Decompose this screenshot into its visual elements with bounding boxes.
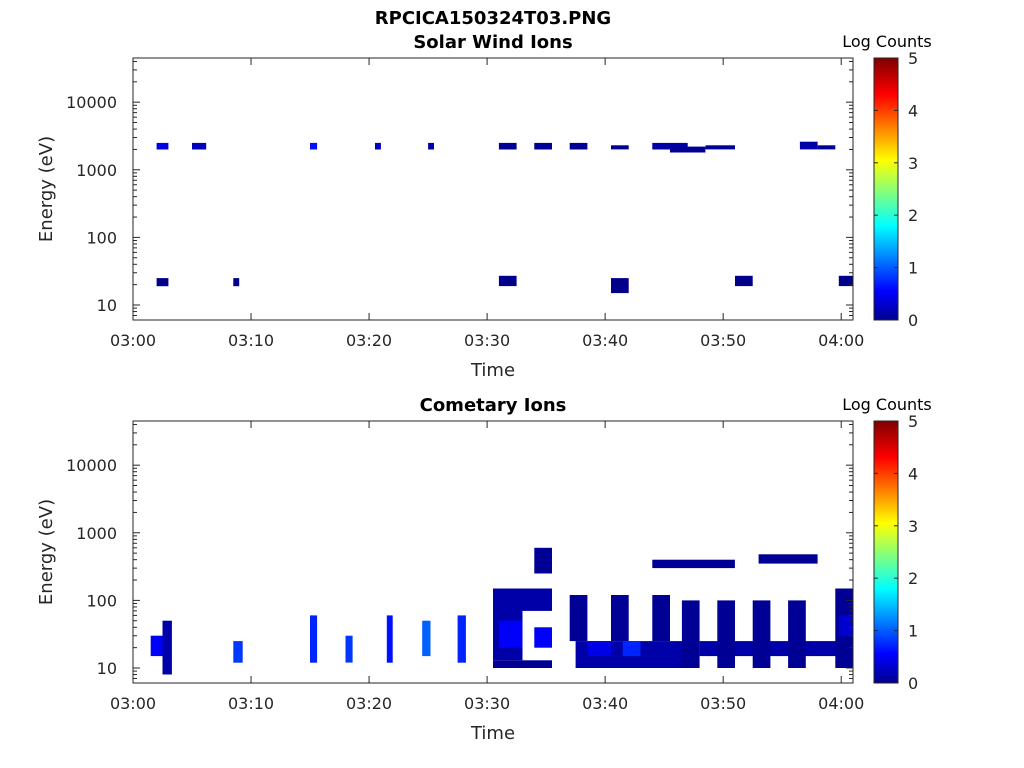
- heatmap-cell: [587, 641, 611, 657]
- solar-wind-panel: 03:00 03:10 03:20 03:30 03:40 03:50 04:00 Time 1…: [36, 32, 932, 381]
- heatmap-cells: [156, 141, 853, 294]
- heatmap-cell: [162, 620, 172, 675]
- x-axis-label: Time: [470, 723, 515, 744]
- colorbar-tick-label: 2: [908, 569, 918, 588]
- x-tick-label: 03:40: [582, 694, 628, 713]
- colorbar-tick-label: 5: [908, 49, 918, 68]
- heatmap-cell: [233, 641, 243, 663]
- y-tick-label: 1000: [76, 524, 117, 543]
- heatmap-cells: [150, 547, 853, 675]
- y-axis-label: Energy (eV): [36, 499, 57, 605]
- heatmap-cell: [611, 145, 629, 150]
- y-axis-label: Energy (eV): [36, 136, 57, 242]
- heatmap-cell: [681, 600, 700, 668]
- x-tick-label: 03:30: [464, 331, 510, 350]
- y-tick-label: 10000: [66, 456, 117, 475]
- heatmap-cell: [611, 595, 629, 642]
- heatmap-cell: [838, 275, 853, 287]
- x-tick-label: 03:00: [110, 331, 156, 350]
- y-tick-label: 10000: [66, 93, 117, 112]
- heatmap-cell: [422, 620, 431, 657]
- heatmap-cell: [428, 142, 434, 150]
- x-tick-label: 03:50: [700, 331, 746, 350]
- heatmap-cell: [386, 615, 393, 663]
- heatmap-cell: [493, 588, 552, 611]
- heatmap-cell: [534, 547, 552, 574]
- x-tick-label: 04:00: [818, 331, 864, 350]
- heatmap-cell: [457, 615, 466, 663]
- heatmap-cell: [699, 641, 853, 657]
- heatmap-cell: [534, 142, 552, 150]
- colorbar-tick-label: 2: [908, 206, 918, 225]
- plot-frame: [132, 420, 854, 684]
- heatmap-cell: [192, 142, 207, 150]
- top-panel-title: Solar Wind Ions: [413, 32, 573, 53]
- colorbar: [873, 57, 899, 321]
- heatmap-cell: [310, 615, 318, 663]
- colorbar: [873, 420, 899, 684]
- heatmap-cell: [498, 620, 523, 648]
- heatmap-cell: [611, 278, 629, 294]
- x-tick-label: 03:30: [464, 694, 510, 713]
- colorbar-tick-label: 5: [908, 412, 918, 431]
- heatmap-cell: [717, 600, 735, 668]
- heatmap-cell: [498, 142, 517, 150]
- x-tick-label: 03:20: [346, 694, 392, 713]
- heatmap-cell: [233, 278, 240, 287]
- heatmap-cell: [705, 145, 735, 150]
- heatmap-cell: [493, 660, 552, 668]
- heatmap-cell: [838, 615, 853, 636]
- colorbar-tick-label: 4: [908, 101, 918, 120]
- colorbar-tick-label: 0: [908, 674, 918, 693]
- bottom-panel-title: Cometary Ions: [419, 395, 567, 416]
- heatmap-cell: [670, 146, 706, 153]
- heatmap-cell: [156, 142, 169, 150]
- colorbar-tick-label: 3: [908, 517, 918, 536]
- colorbar-tick-label: 3: [908, 154, 918, 173]
- heatmap-cell: [375, 142, 381, 150]
- y-tick-label: 10: [97, 659, 117, 678]
- heatmap-cell: [345, 635, 353, 663]
- heatmap-cell: [310, 142, 318, 150]
- heatmap-cell: [799, 141, 818, 150]
- colorbar-tick-label: 4: [908, 464, 918, 483]
- heatmap-cell: [498, 275, 517, 287]
- x-tick-label: 03:40: [582, 331, 628, 350]
- heatmap-cell: [817, 145, 836, 150]
- heatmap-cell: [758, 554, 818, 564]
- y-tick-label: 1000: [76, 161, 117, 180]
- heatmap-cell: [150, 635, 163, 657]
- heatmap-cell: [652, 142, 688, 150]
- colorbar-tick-label: 1: [908, 259, 918, 278]
- heatmap-cell: [652, 595, 670, 642]
- figure-title: RPCICA150324T03.PNG: [374, 8, 612, 29]
- heatmap-cell: [622, 641, 641, 657]
- x-tick-label: 03:00: [110, 694, 156, 713]
- x-tick-label: 04:00: [818, 694, 864, 713]
- heatmap-cell: [752, 600, 771, 668]
- y-tick-label: 10: [97, 296, 117, 315]
- colorbar-label: Log Counts: [842, 32, 932, 51]
- heatmap-cell: [569, 595, 588, 642]
- x-tick-label: 03:10: [228, 331, 274, 350]
- heatmap-cell: [788, 600, 806, 668]
- y-tick-label: 100: [86, 591, 117, 610]
- heatmap-cell: [569, 142, 588, 150]
- y-tick-label: 100: [86, 228, 117, 247]
- x-tick-label: 03:50: [700, 694, 746, 713]
- heatmap-cell: [735, 275, 753, 287]
- cometary-ions-panel: 03:00 03:10 03:20 03:30 03:40 03:50 04:00 Time 1…: [36, 395, 932, 744]
- heatmap-cell: [156, 278, 169, 287]
- colorbar-tick-label: 1: [908, 622, 918, 641]
- colorbar-tick-label: 0: [908, 311, 918, 330]
- heatmap-cell: [534, 627, 552, 648]
- colorbar-label: Log Counts: [842, 395, 932, 414]
- x-axis-label: Time: [470, 360, 515, 381]
- x-tick-label: 03:20: [346, 331, 392, 350]
- plot-frame: [132, 57, 854, 321]
- x-tick-label: 03:10: [228, 694, 274, 713]
- heatmap-cell: [652, 559, 735, 569]
